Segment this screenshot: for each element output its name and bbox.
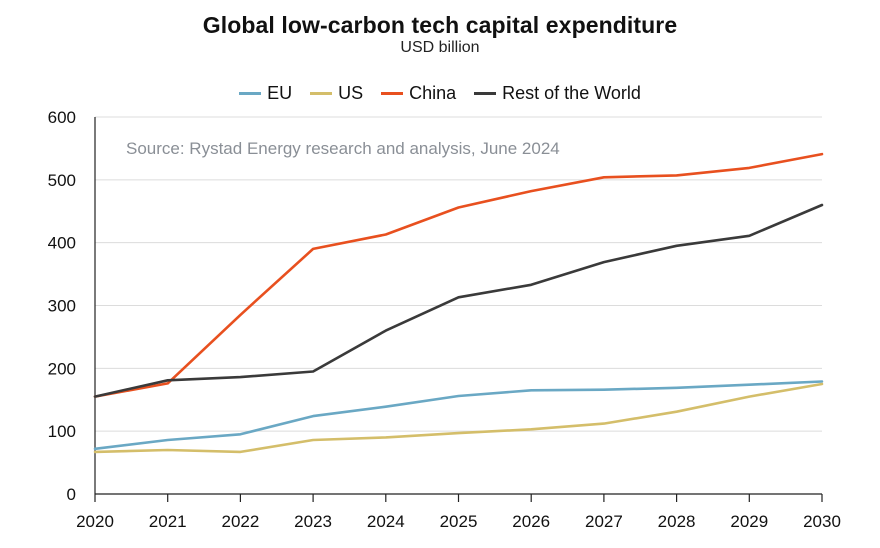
legend-swatch-rest-of-world	[474, 92, 497, 95]
series-line-eu	[93, 380, 824, 451]
legend-label-rest-of-world: Rest of the World	[502, 83, 641, 103]
y-tick-label: 0	[67, 485, 76, 504]
x-tick-label: 2027	[585, 512, 623, 531]
chart-subtitle: USD billion	[400, 39, 480, 56]
x-tick-label: 2029	[730, 512, 768, 531]
x-tick-label: 2022	[221, 512, 259, 531]
x-tick-label: 2023	[294, 512, 332, 531]
series-lines	[93, 152, 824, 454]
x-tick-label: 2025	[440, 512, 478, 531]
chart-title: Global low-carbon tech capital expenditu…	[202, 12, 678, 38]
legend-label-us: US	[338, 83, 364, 103]
legend-label-eu: EU	[267, 83, 293, 103]
x-tick-label: 2021	[149, 512, 187, 531]
series-line-rest-of-the-world	[93, 203, 824, 398]
x-tick-label: 2020	[76, 512, 114, 531]
gridlines	[95, 116, 822, 432]
legend-label-china: China	[409, 83, 457, 103]
source-annotation: Source: Rystad Energy research and analy…	[126, 139, 560, 158]
legend-item-china: China	[381, 83, 456, 104]
legend-item-us: US	[310, 83, 363, 104]
x-tick-label: 2026	[512, 512, 550, 531]
axes	[94, 117, 823, 502]
y-tick-label: 500	[48, 171, 76, 190]
legend-item-eu: EU	[239, 83, 292, 104]
legend-swatch-china	[381, 92, 404, 95]
series-line-china	[93, 152, 824, 398]
legend-swatch-us	[310, 92, 333, 95]
legend-item-rest-of-world: Rest of the World	[474, 83, 641, 104]
legend: EU US China Rest of the World	[0, 83, 880, 104]
y-tick-label: 100	[48, 422, 76, 441]
legend-swatch-eu	[239, 92, 262, 95]
tick-labels: 0 100 200 300 400 500 600 2020 2021 2022 2023 2024 2…	[48, 108, 841, 531]
y-tick-label: 200	[48, 359, 76, 378]
x-tick-label: 2030	[803, 512, 841, 531]
y-tick-label: 600	[48, 108, 76, 127]
x-tick-label: 2024	[367, 512, 405, 531]
series-line-us	[93, 382, 824, 454]
y-tick-label: 400	[48, 234, 76, 253]
y-tick-label: 300	[48, 297, 76, 316]
x-tick-label: 2028	[658, 512, 696, 531]
